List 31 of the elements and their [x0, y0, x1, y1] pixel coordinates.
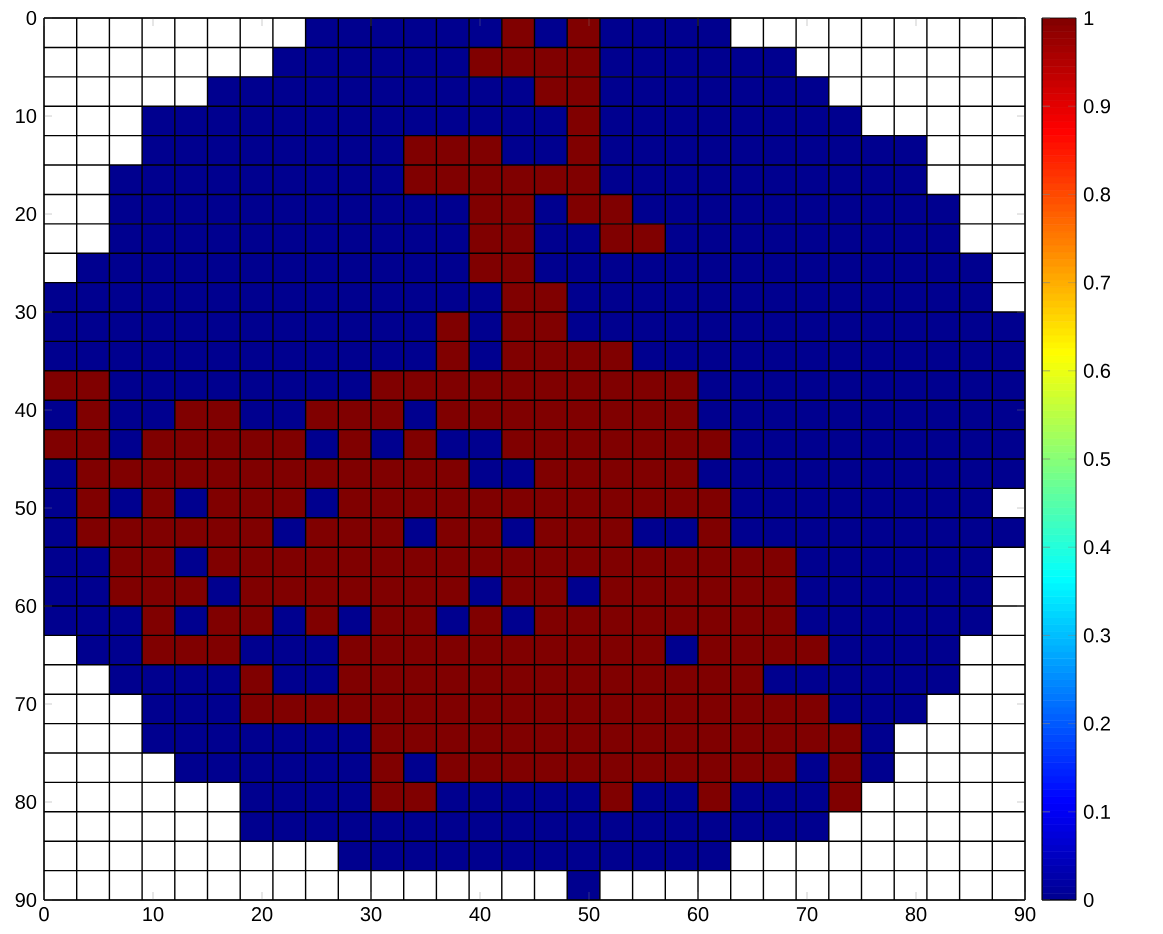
y-tick-label: 50 — [15, 500, 37, 516]
x-tick-label: 50 — [578, 907, 600, 922]
x-tick-label: 70 — [796, 907, 818, 922]
y-tick-label: 30 — [15, 304, 37, 320]
y-tick-label: 90 — [15, 892, 37, 908]
x-tick-label: 10 — [143, 907, 164, 922]
color-bar-label: 0.3 — [1083, 628, 1111, 643]
color-bar-label: 0.2 — [1083, 716, 1110, 731]
color-bar-label: 0 — [1083, 892, 1094, 908]
y-tick-label: 60 — [15, 598, 37, 614]
color-bar-label: 0.6 — [1083, 363, 1111, 378]
color-bar-label: 0.8 — [1083, 187, 1111, 202]
y-tick-label: 70 — [15, 696, 37, 712]
x-tick-label: 30 — [360, 907, 382, 922]
x-tick-label: 60 — [687, 907, 709, 922]
color-bar-label: 1 — [1084, 11, 1094, 25]
x-tick-label: 40 — [469, 907, 491, 922]
y-tick-label: 80 — [15, 794, 37, 810]
color-bar-label: 0.1 — [1083, 804, 1110, 819]
y-tick-label: 20 — [15, 206, 37, 222]
color-bar-label: 0.9 — [1083, 99, 1111, 114]
color-bar-label: 0.7 — [1083, 275, 1110, 290]
y-tick-label: 40 — [15, 402, 37, 418]
color-bar-label: 0.4 — [1083, 540, 1111, 555]
x-tick-label: 20 — [251, 907, 273, 922]
x-tick-label: 0 — [39, 907, 49, 922]
y-tick-label: 0 — [26, 10, 37, 26]
x-tick-label: 90 — [1014, 907, 1036, 922]
color-bar-label: 0.5 — [1083, 451, 1111, 467]
y-tick-label: 10 — [16, 108, 37, 124]
x-tick-label: 80 — [905, 907, 927, 922]
